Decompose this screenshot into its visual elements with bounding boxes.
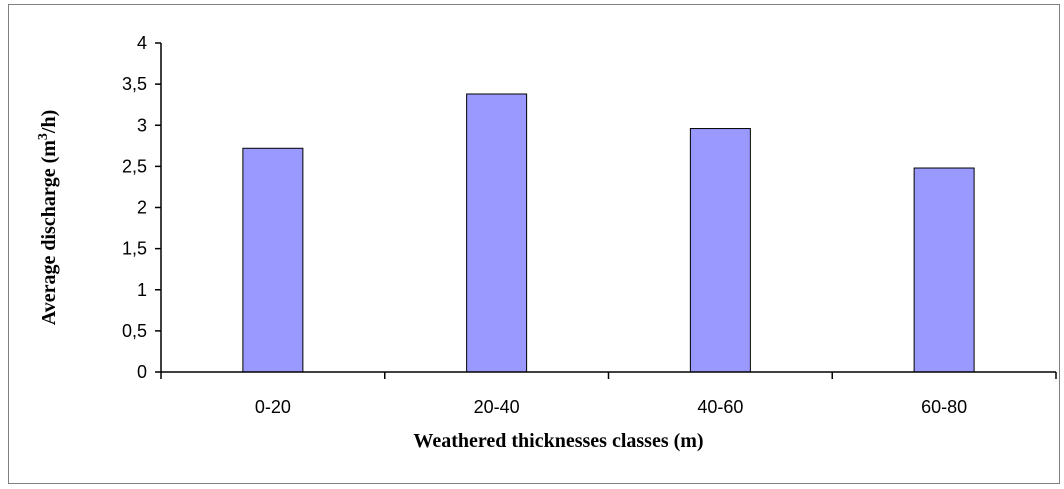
bar-60-80 [913, 167, 975, 373]
y-tick-label: 4 [137, 33, 147, 53]
x-tick-label: 40-60 [697, 397, 743, 417]
x-axis-ticks: 0-20 20-40 40-60 60-80 [160, 372, 1057, 417]
y-tick-label: 2 [137, 198, 147, 218]
y-tick-label: 2,5 [122, 156, 147, 176]
bar-40-60 [689, 128, 751, 373]
y-axis-title-suffix: /h) [38, 110, 60, 134]
y-tick-label: 3,5 [122, 74, 147, 94]
y-axis-ticks: 0 0,5 1 1,5 2 2,5 3 3,5 4 [122, 33, 161, 382]
y-axis-title-superscript: 3 [36, 133, 51, 140]
y-tick-label: 1 [137, 280, 147, 300]
x-axis-title: Weathered thicknesses classes (m) [413, 430, 703, 452]
bars [242, 93, 975, 373]
bar-20-40 [466, 93, 528, 373]
x-tick-label: 0-20 [255, 397, 291, 417]
y-tick-label: 0 [137, 362, 147, 382]
bar-0-20 [242, 147, 304, 373]
x-tick-label: 60-80 [921, 397, 967, 417]
y-axis-title-prefix: Average discharge (m [38, 140, 60, 325]
y-tick-label: 3 [137, 115, 147, 135]
x-tick-label: 20-40 [474, 397, 520, 417]
y-tick-label: 1,5 [122, 239, 147, 259]
y-axis-title: Average discharge (m3/h) [36, 110, 60, 325]
y-tick-label: 0,5 [122, 321, 147, 341]
chart-frame [8, 4, 1060, 484]
